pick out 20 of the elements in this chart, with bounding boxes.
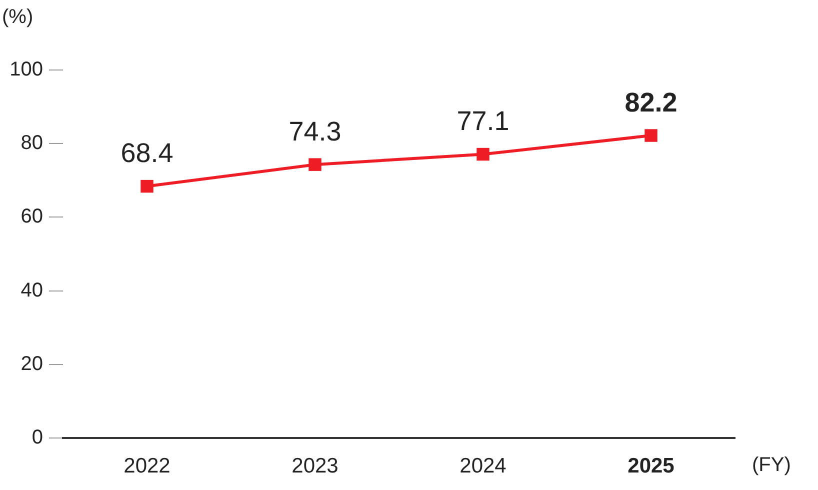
x-axis-title: (FY)	[752, 454, 791, 477]
x-tick-label: 2024	[460, 454, 507, 478]
point	[308, 158, 322, 171]
point	[140, 180, 154, 193]
x-tick-label: 2022	[124, 454, 170, 478]
y-tick-label: 100	[10, 58, 43, 81]
point	[476, 148, 490, 161]
y-tick-label: 60	[20, 206, 43, 228]
y-tick-label: 0	[32, 426, 43, 449]
x-tick-label: 2023	[292, 454, 338, 478]
y-tick-label: 80	[20, 132, 43, 154]
point	[644, 129, 658, 142]
y-tick-label: 20	[20, 352, 43, 375]
y-axis-title: (%)	[2, 6, 34, 29]
data-label: 82.2	[624, 87, 678, 118]
data-label: 68.4	[120, 138, 174, 168]
data-label: 74.3	[288, 116, 342, 147]
data-label: 77.1	[456, 106, 510, 136]
y-tick-label: 40	[20, 279, 43, 302]
x-tick-label: 2025	[628, 454, 675, 478]
